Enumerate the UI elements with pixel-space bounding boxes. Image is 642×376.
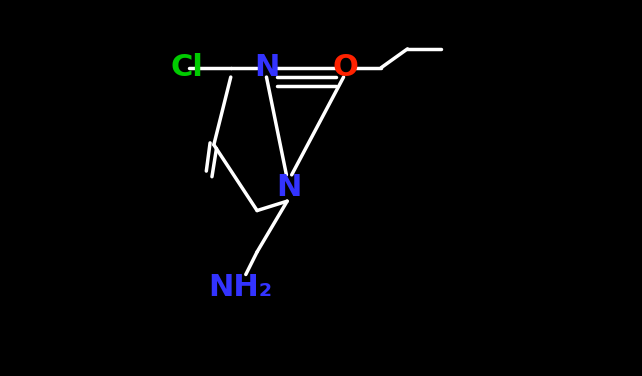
- Text: NH₂: NH₂: [208, 273, 272, 302]
- Text: O: O: [333, 53, 358, 82]
- Text: N: N: [276, 173, 302, 203]
- Text: N: N: [254, 53, 279, 82]
- Text: Cl: Cl: [171, 53, 204, 82]
